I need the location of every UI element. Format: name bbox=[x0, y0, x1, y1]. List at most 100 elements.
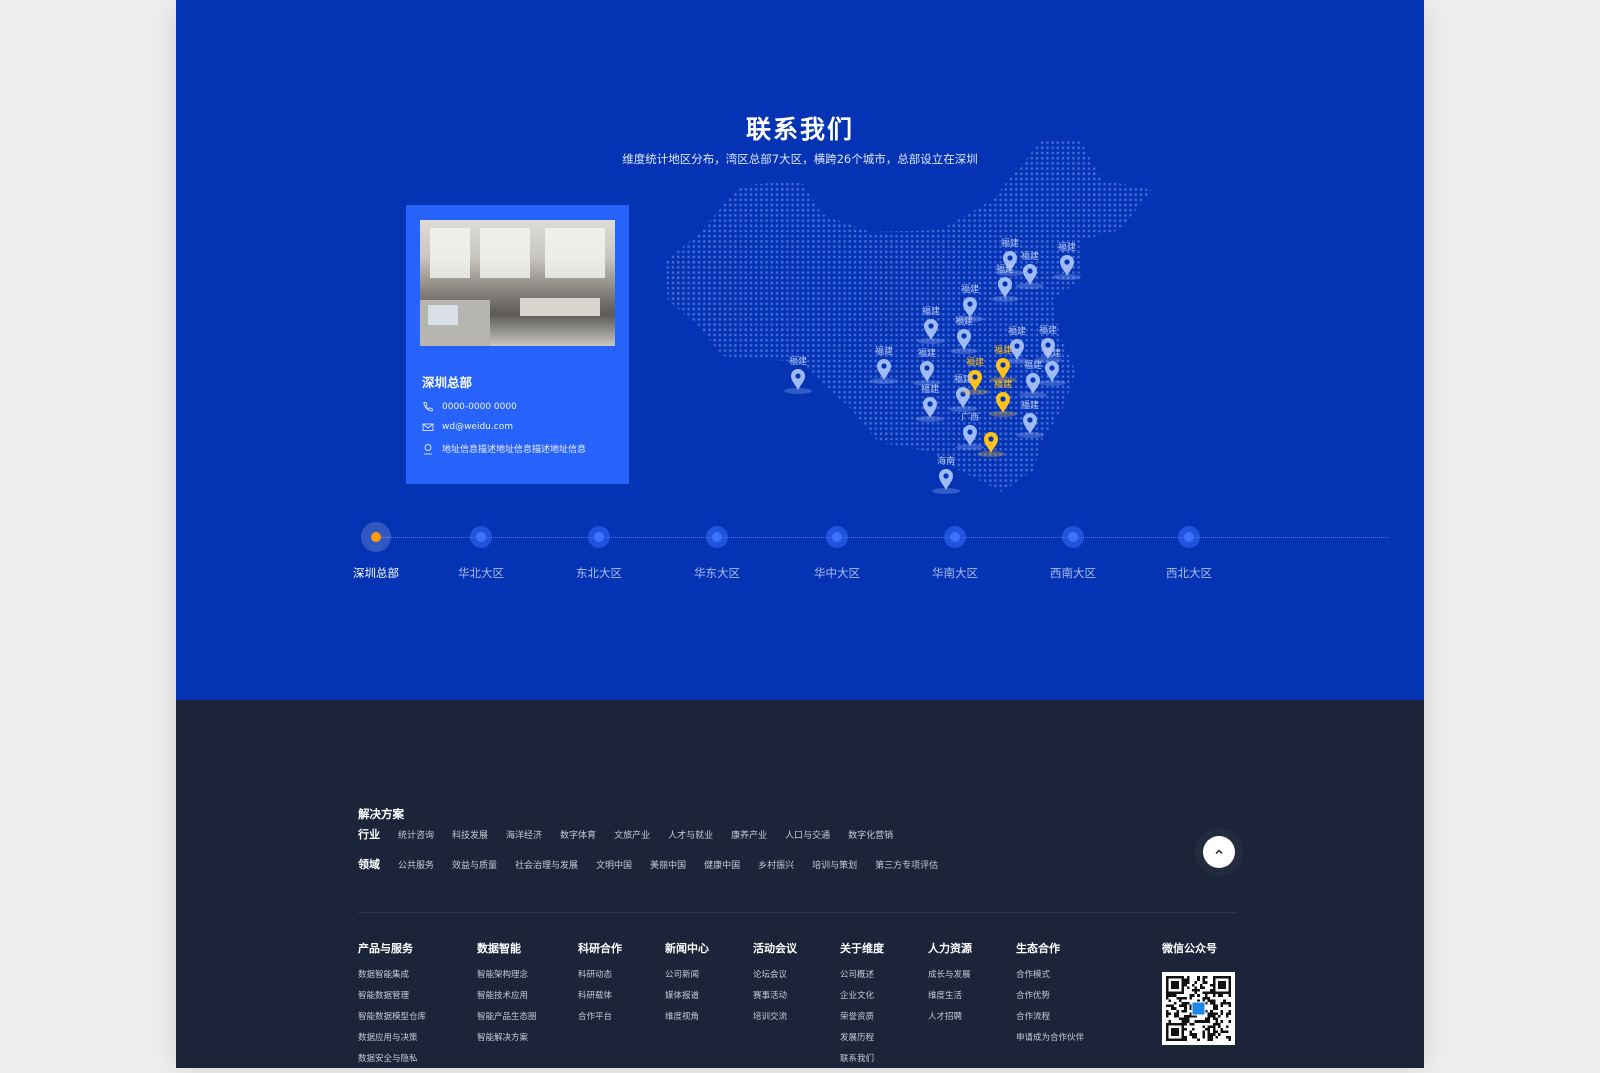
footer-link[interactable]: 智能数据管理 bbox=[358, 991, 410, 1001]
map-pin[interactable] bbox=[956, 425, 984, 450]
region-tab[interactable]: 华东大区 bbox=[694, 566, 740, 580]
industry-link[interactable]: 文旅产业 bbox=[614, 830, 651, 841]
map-pin[interactable] bbox=[1034, 338, 1062, 363]
industry-link[interactable]: 海洋经济 bbox=[506, 830, 543, 841]
region-tab[interactable]: 东北大区 bbox=[576, 566, 622, 580]
industry-link[interactable]: 人才与就业 bbox=[668, 830, 714, 841]
map-pin-label: 广西 bbox=[960, 413, 980, 423]
region-dot[interactable] bbox=[470, 526, 492, 548]
industry-link[interactable]: 康养产业 bbox=[731, 830, 768, 841]
map-pin[interactable] bbox=[1019, 373, 1047, 398]
footer-link[interactable]: 智能解决方案 bbox=[477, 1033, 529, 1043]
industry-link[interactable]: 统计咨询 bbox=[398, 830, 435, 841]
footer-link[interactable]: 联系我们 bbox=[840, 1054, 875, 1064]
domain-link[interactable]: 乡村振兴 bbox=[758, 860, 795, 871]
map-pin[interactable] bbox=[991, 277, 1019, 302]
footer-link[interactable]: 数据智能集成 bbox=[358, 970, 410, 980]
footer-link[interactable]: 合作模式 bbox=[1016, 970, 1051, 980]
industry-link[interactable]: 数字体育 bbox=[560, 830, 597, 841]
domain-link[interactable]: 文明中国 bbox=[596, 860, 633, 871]
domain-link[interactable]: 美丽中国 bbox=[650, 860, 687, 871]
footer-link[interactable]: 赛事活动 bbox=[753, 991, 788, 1001]
map-pin[interactable] bbox=[932, 469, 960, 494]
map-pin[interactable] bbox=[996, 251, 1024, 276]
footer-link[interactable]: 企业文化 bbox=[840, 991, 875, 1001]
footer-link[interactable]: 发展历程 bbox=[840, 1033, 875, 1043]
map-pin[interactable] bbox=[1016, 264, 1044, 289]
footer-link[interactable]: 智能架构理念 bbox=[477, 970, 529, 980]
footer-link[interactable]: 公司新闻 bbox=[665, 970, 700, 980]
map-pin[interactable] bbox=[1053, 255, 1081, 280]
footer-link[interactable]: 合作平台 bbox=[578, 1012, 613, 1022]
map-pin[interactable] bbox=[950, 329, 978, 354]
map-pin-highlight[interactable] bbox=[961, 370, 989, 395]
domain-link[interactable]: 社会治理与发展 bbox=[515, 860, 579, 871]
domain-link[interactable]: 健康中国 bbox=[704, 860, 741, 871]
footer-link[interactable]: 人才招聘 bbox=[928, 1012, 963, 1022]
map-pin[interactable] bbox=[949, 387, 977, 412]
map-pin[interactable] bbox=[1003, 339, 1031, 364]
map-pin-label: 福建 bbox=[1000, 239, 1020, 249]
footer-link[interactable]: 合作优势 bbox=[1016, 991, 1051, 1001]
footer-column-title: 科研合作 bbox=[578, 942, 622, 955]
footer-link[interactable]: 数据应用与决策 bbox=[358, 1033, 418, 1043]
map-pin-highlight[interactable] bbox=[977, 432, 1005, 457]
map-pin[interactable] bbox=[1038, 361, 1066, 386]
map-pin[interactable] bbox=[916, 397, 944, 422]
map-pin[interactable] bbox=[913, 361, 941, 386]
region-tab[interactable]: 华北大区 bbox=[458, 566, 504, 580]
map-pin-highlight[interactable] bbox=[989, 358, 1017, 383]
footer-link[interactable]: 申请成为合作伙伴 bbox=[1016, 1033, 1085, 1043]
address-row: 地址信息描述地址信息描述地址信息 bbox=[422, 442, 586, 455]
footer-link[interactable]: 合作流程 bbox=[1016, 1012, 1051, 1022]
footer-link[interactable]: 维度视角 bbox=[665, 1012, 700, 1022]
back-to-top-button[interactable] bbox=[1203, 836, 1235, 868]
phone-icon bbox=[423, 402, 433, 412]
map-pin[interactable] bbox=[917, 319, 945, 344]
footer-link[interactable]: 智能产品生态圈 bbox=[477, 1012, 537, 1022]
footer-link[interactable]: 媒体报道 bbox=[665, 991, 700, 1001]
region-dot[interactable] bbox=[1178, 526, 1200, 548]
footer-link[interactable]: 培训交流 bbox=[753, 1012, 788, 1022]
region-tab[interactable]: 华南大区 bbox=[932, 566, 978, 580]
industry-link[interactable]: 人口与交通 bbox=[785, 830, 831, 841]
footer-link[interactable]: 数据安全与隐私 bbox=[358, 1054, 418, 1064]
region-dot[interactable] bbox=[1062, 526, 1084, 548]
map-pin-highlight[interactable] bbox=[989, 392, 1017, 417]
domain-link[interactable]: 公共服务 bbox=[398, 860, 435, 871]
region-tab[interactable]: 华中大区 bbox=[814, 566, 860, 580]
industry-link[interactable]: 数字化营销 bbox=[848, 830, 894, 841]
map-pin[interactable] bbox=[870, 359, 898, 384]
region-dot[interactable] bbox=[826, 526, 848, 548]
region-tab[interactable]: 深圳总部 bbox=[353, 566, 399, 580]
map-pin-label: 福建 bbox=[965, 358, 985, 368]
footer-link[interactable]: 荣誉资质 bbox=[840, 1012, 875, 1022]
section-title: 联系我们 bbox=[745, 115, 854, 144]
map-pin-label: 福建 bbox=[1020, 401, 1040, 411]
region-tab[interactable]: 西北大区 bbox=[1166, 566, 1212, 580]
footer-link[interactable]: 智能技术应用 bbox=[477, 991, 529, 1001]
region-dot[interactable] bbox=[706, 526, 728, 548]
footer-link[interactable]: 公司概述 bbox=[840, 970, 875, 980]
map-outline bbox=[665, 140, 1152, 492]
map-pin[interactable] bbox=[956, 297, 984, 322]
domain-link[interactable]: 第三方专项评估 bbox=[875, 860, 939, 871]
region-dot[interactable] bbox=[588, 526, 610, 548]
footer-link[interactable]: 科研动态 bbox=[578, 970, 613, 980]
footer-link[interactable]: 智能数据模型仓库 bbox=[358, 1012, 427, 1022]
phone-number: 0000-0000 0000 bbox=[442, 402, 517, 412]
domain-link[interactable]: 培训与策划 bbox=[812, 860, 858, 871]
region-dot[interactable] bbox=[944, 526, 966, 548]
footer-link[interactable]: 论坛会议 bbox=[753, 970, 788, 980]
region-tab[interactable]: 西南大区 bbox=[1050, 566, 1096, 580]
industry-link[interactable]: 科技发展 bbox=[452, 830, 489, 841]
domain-link[interactable]: 效益与质量 bbox=[452, 860, 498, 871]
footer-link[interactable]: 成长与发展 bbox=[928, 970, 971, 980]
footer-column-title: 产品与服务 bbox=[358, 942, 413, 955]
footer-link[interactable]: 科研载体 bbox=[578, 991, 613, 1001]
map-pin[interactable] bbox=[784, 369, 812, 394]
footer-link[interactable]: 维度生活 bbox=[928, 991, 963, 1001]
region-dot[interactable] bbox=[361, 522, 391, 552]
map-pin[interactable] bbox=[1016, 413, 1044, 438]
section-subtitle: 维度统计地区分布，湾区总部7大区，横跨26个城市，总部设立在深圳 bbox=[622, 152, 978, 166]
